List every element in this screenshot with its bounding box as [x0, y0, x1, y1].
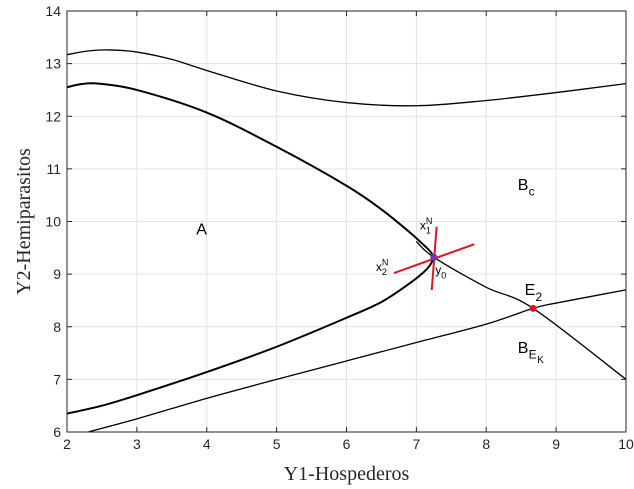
x-tick-label: 4 — [203, 436, 211, 452]
label-A-text: A — [196, 222, 207, 239]
label-BEK: BEK — [518, 340, 545, 366]
point-E2 — [529, 304, 537, 312]
label-x2N-sub: 2 — [382, 267, 387, 277]
y-tick-label: 13 — [45, 56, 61, 72]
label-x1N-sup: N — [426, 216, 433, 226]
label-x2N-sup: N — [382, 258, 389, 268]
y-tick-label: 8 — [53, 319, 61, 335]
y-tick-label: 11 — [46, 161, 61, 177]
x-tick-label: 9 — [552, 436, 560, 452]
label-x2N-text: x — [376, 260, 382, 274]
x-tick-label: 6 — [343, 436, 351, 452]
label-x1N: xN 1 — [420, 216, 433, 236]
label-x1N-sub: 1 — [426, 226, 431, 236]
y-axis-label: Y2-Hemiparasitos — [13, 148, 35, 295]
label-y0-sub: 0 — [441, 270, 446, 280]
curve-separatrix_upper — [66, 82, 435, 258]
trajectory-curves — [66, 49, 627, 433]
label-y0-text: y — [435, 263, 441, 277]
y-tick-label: 12 — [45, 108, 61, 124]
curve-lower_curve — [87, 289, 627, 433]
label-Bc: Bc — [518, 177, 535, 199]
label-Bc-text: B — [518, 177, 529, 194]
label-Bc-sub: c — [529, 185, 535, 199]
point-y0 — [430, 253, 438, 261]
x-tick-label: 2 — [63, 436, 71, 452]
label-A: A — [196, 222, 207, 239]
label-BEK-subsub: K — [537, 355, 544, 366]
y-tick-label: 14 — [45, 3, 61, 19]
label-y0: y0 — [435, 263, 446, 280]
label-BEK-text: B — [518, 340, 529, 357]
x-axis-label: Y1-Hospederos — [284, 463, 410, 485]
y-tick-label: 7 — [53, 371, 61, 387]
y-tick-label: 10 — [45, 214, 61, 230]
label-x1N-text: x — [420, 218, 426, 232]
x-tick-label: 5 — [273, 436, 281, 452]
label-BEK-sub: E — [529, 348, 537, 362]
curve-stable_manifold — [415, 241, 627, 380]
y-tick-label: 6 — [53, 424, 61, 440]
curve-separatrix_lower — [66, 256, 435, 415]
y-tick-label: 9 — [53, 266, 61, 282]
label-E2-sub: 2 — [536, 290, 543, 304]
x-tick-label: 10 — [618, 436, 634, 452]
label-E2: E2 — [525, 282, 543, 304]
x-tick-label: 3 — [133, 436, 141, 452]
label-x2N: xN 2 — [376, 258, 389, 278]
x-tick-label: 7 — [412, 436, 420, 452]
label-E2-text: E — [525, 282, 536, 299]
curve-upper_curve — [66, 49, 627, 107]
grid — [66, 10, 627, 433]
equilibrium-points — [430, 253, 537, 312]
x-tick-label: 8 — [482, 436, 490, 452]
